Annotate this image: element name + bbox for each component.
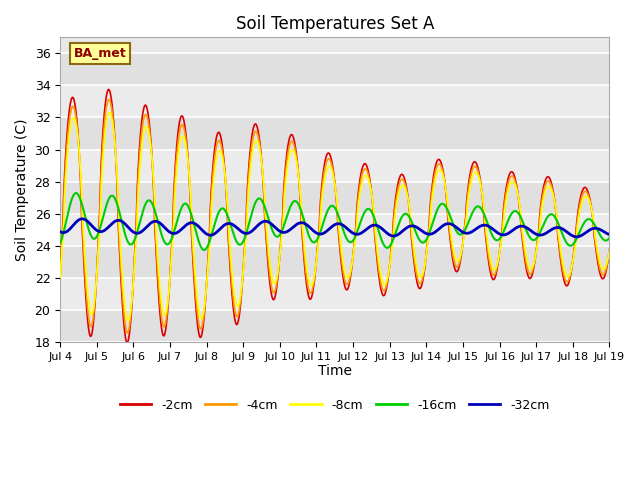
- Bar: [60, 85, 609, 118]
- Bar: [60, 118, 609, 150]
- Y-axis label: Soil Temperature (C): Soil Temperature (C): [15, 119, 29, 261]
- Legend: -2cm, -4cm, -8cm, -16cm, -32cm: -2cm, -4cm, -8cm, -16cm, -32cm: [115, 394, 555, 417]
- Bar: [60, 181, 609, 214]
- Bar: [60, 310, 609, 342]
- Text: BA_met: BA_met: [74, 47, 127, 60]
- Bar: [60, 278, 609, 310]
- X-axis label: Time: Time: [318, 364, 352, 378]
- Title: Soil Temperatures Set A: Soil Temperatures Set A: [236, 15, 434, 33]
- Bar: [60, 246, 609, 278]
- Bar: [60, 53, 609, 85]
- Bar: [60, 150, 609, 181]
- Bar: [60, 214, 609, 246]
